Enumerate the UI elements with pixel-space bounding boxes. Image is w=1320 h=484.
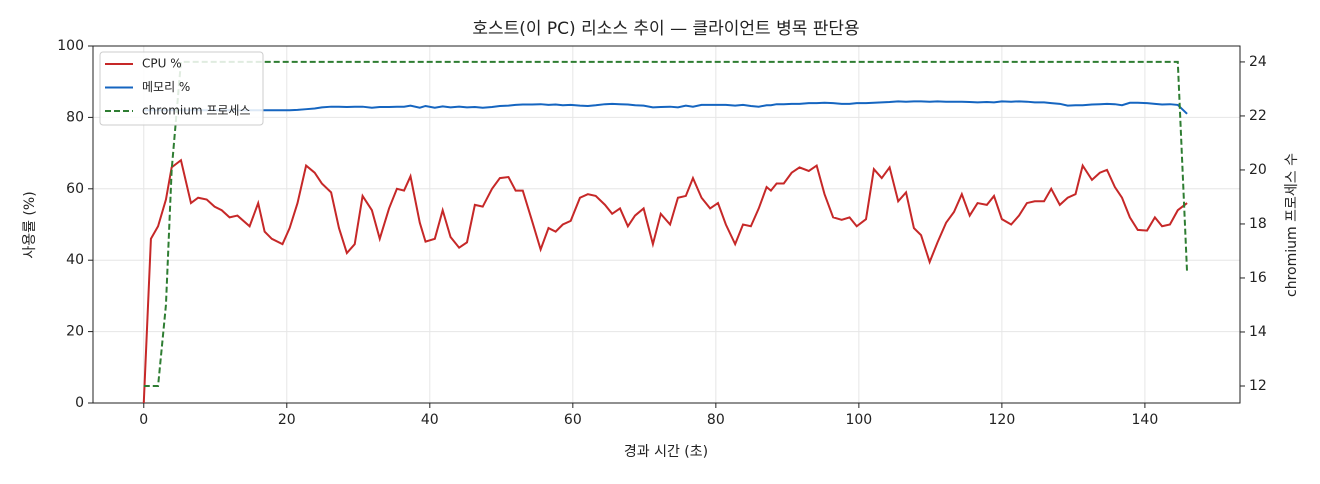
y-tick-label: 40 bbox=[66, 252, 84, 268]
y2-tick-label: 22 bbox=[1249, 108, 1267, 124]
x-tick-label: 0 bbox=[139, 412, 148, 428]
y-tick-label: 0 bbox=[75, 395, 84, 411]
y-tick-label: 100 bbox=[57, 38, 84, 54]
x-tick-label: 120 bbox=[989, 412, 1016, 428]
y2-axis-label: chromium 프로세스 수 bbox=[1284, 153, 1300, 297]
series-line bbox=[142, 158, 1188, 404]
legend-label: 메모리 % bbox=[142, 80, 190, 94]
series-line bbox=[143, 60, 1189, 387]
x-tick-label: 20 bbox=[278, 412, 296, 428]
x-tick-label: 80 bbox=[707, 412, 725, 428]
x-tick-label: 40 bbox=[421, 412, 439, 428]
y2-tick-label: 12 bbox=[1249, 378, 1267, 394]
chart-title: 호스트(이 PC) 리소스 추이 — 클라이언트 병목 판단용 bbox=[472, 19, 859, 39]
x-tick-label: 100 bbox=[845, 412, 872, 428]
y2-tick-label: 18 bbox=[1249, 216, 1267, 232]
x-tick-label: 60 bbox=[564, 412, 582, 428]
x-tick-label: 140 bbox=[1132, 412, 1159, 428]
plot-frame bbox=[92, 45, 1241, 404]
y-tick-label: 80 bbox=[66, 109, 84, 125]
y2-tick-label: 14 bbox=[1249, 324, 1267, 340]
y-tick-label: 20 bbox=[66, 324, 84, 340]
y2-tick-label: 16 bbox=[1249, 270, 1267, 286]
legend-label: CPU % bbox=[142, 57, 182, 71]
x-axis-label: 경과 시간 (초) bbox=[624, 444, 708, 460]
legend-box bbox=[99, 51, 264, 126]
y2-tick-label: 20 bbox=[1249, 162, 1267, 178]
legend-label: chromium 프로세스 bbox=[142, 104, 251, 118]
y-tick-label: 60 bbox=[66, 181, 84, 197]
series-line bbox=[143, 100, 1188, 115]
y-axis-label: 사용률 (%) bbox=[22, 191, 38, 258]
y2-tick-label: 24 bbox=[1249, 54, 1267, 70]
